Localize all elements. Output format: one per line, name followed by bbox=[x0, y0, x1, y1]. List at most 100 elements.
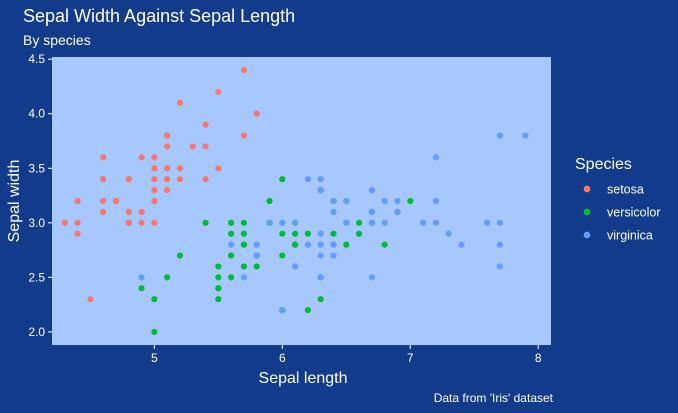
point-virginica bbox=[253, 241, 260, 248]
point-virginica bbox=[368, 274, 375, 281]
y-tick-label: 2.0 bbox=[28, 325, 45, 339]
point-virginica bbox=[330, 252, 337, 259]
point-setosa bbox=[74, 197, 81, 205]
point-setosa bbox=[164, 176, 171, 183]
point-setosa bbox=[100, 197, 107, 205]
point-virginica bbox=[496, 132, 503, 139]
point-setosa bbox=[164, 165, 171, 172]
point-versicolor bbox=[215, 274, 222, 281]
point-virginica bbox=[317, 230, 324, 237]
point-setosa bbox=[151, 165, 158, 172]
point-versicolor bbox=[215, 296, 222, 303]
y-tick-label: 3.0 bbox=[28, 216, 45, 230]
point-setosa bbox=[202, 143, 209, 150]
point-versicolor bbox=[381, 241, 388, 248]
point-setosa bbox=[176, 99, 184, 106]
point-setosa bbox=[164, 132, 171, 139]
point-virginica bbox=[368, 219, 375, 226]
point-virginica bbox=[138, 274, 145, 281]
point-virginica bbox=[432, 219, 439, 226]
point-versicolor bbox=[279, 252, 286, 259]
point-virginica bbox=[317, 241, 324, 248]
legend-key-virginica bbox=[583, 231, 591, 239]
legend-key-versicolor bbox=[583, 208, 591, 216]
legend-key-setosa bbox=[583, 185, 591, 193]
point-setosa bbox=[151, 186, 158, 194]
point-virginica bbox=[317, 186, 324, 194]
point-versicolor bbox=[240, 263, 248, 270]
point-versicolor bbox=[317, 296, 324, 303]
point-setosa bbox=[176, 165, 184, 172]
point-virginica bbox=[330, 197, 337, 205]
point-versicolor bbox=[355, 230, 363, 237]
x-tick-label: 5 bbox=[151, 351, 158, 365]
point-versicolor bbox=[279, 230, 286, 237]
point-versicolor bbox=[240, 219, 248, 226]
point-setosa bbox=[125, 219, 132, 226]
point-versicolor bbox=[292, 241, 299, 248]
point-versicolor bbox=[240, 241, 248, 248]
point-setosa bbox=[253, 110, 260, 117]
y-tick-label: 2.5 bbox=[28, 270, 45, 284]
point-setosa bbox=[215, 165, 222, 172]
chart-title: Sepal Width Against Sepal Length bbox=[23, 6, 295, 26]
point-versicolor bbox=[407, 197, 414, 205]
x-tick-label: 7 bbox=[407, 351, 414, 365]
point-setosa bbox=[87, 296, 94, 303]
legend-label-versicolor: versicolor bbox=[607, 206, 661, 220]
legend-label-setosa: setosa bbox=[607, 183, 644, 197]
point-virginica bbox=[240, 274, 248, 281]
point-versicolor bbox=[215, 285, 222, 292]
point-setosa bbox=[74, 219, 81, 226]
point-setosa bbox=[240, 132, 248, 139]
point-setosa bbox=[100, 208, 107, 216]
point-setosa bbox=[138, 154, 145, 161]
point-virginica bbox=[394, 208, 401, 216]
point-setosa bbox=[138, 208, 145, 216]
point-setosa bbox=[112, 197, 120, 205]
point-virginica bbox=[317, 252, 324, 259]
plot-panel bbox=[52, 57, 551, 345]
point-setosa bbox=[176, 176, 184, 183]
legend-title: Species bbox=[575, 156, 632, 173]
point-setosa bbox=[125, 176, 132, 183]
point-virginica bbox=[496, 219, 503, 226]
point-versicolor bbox=[343, 241, 350, 248]
point-setosa bbox=[151, 154, 158, 161]
y-tick-label: 3.5 bbox=[28, 161, 45, 175]
point-virginica bbox=[343, 219, 350, 226]
point-versicolor bbox=[355, 219, 363, 226]
y-tick-label: 4.0 bbox=[28, 107, 45, 121]
point-virginica bbox=[317, 274, 324, 281]
point-setosa bbox=[125, 208, 132, 216]
point-virginica bbox=[304, 241, 311, 248]
point-setosa bbox=[151, 219, 158, 226]
chart-caption: Data from 'Iris' dataset bbox=[434, 391, 554, 405]
point-virginica bbox=[432, 197, 439, 205]
x-axis: 5 6 7 8 bbox=[151, 345, 542, 365]
point-virginica bbox=[304, 176, 311, 183]
x-tick-label: 6 bbox=[279, 351, 286, 365]
points-layer bbox=[61, 66, 529, 336]
point-setosa bbox=[202, 121, 209, 128]
point-virginica bbox=[330, 208, 337, 216]
point-versicolor bbox=[176, 252, 184, 259]
point-versicolor bbox=[304, 230, 311, 237]
point-setosa bbox=[138, 219, 145, 226]
y-axis: 2.0 2.5 3.0 3.5 4.0 4.5 bbox=[28, 52, 52, 339]
point-virginica bbox=[522, 132, 529, 139]
point-versicolor bbox=[279, 176, 286, 183]
x-tick-label: 8 bbox=[535, 351, 542, 365]
point-virginica bbox=[279, 306, 286, 314]
point-setosa bbox=[202, 176, 209, 183]
point-versicolor bbox=[228, 219, 235, 226]
chart-subtitle: By species bbox=[23, 32, 91, 48]
point-virginica bbox=[381, 197, 388, 205]
point-setosa bbox=[215, 88, 222, 96]
point-versicolor bbox=[228, 252, 235, 259]
y-tick-label: 4.5 bbox=[28, 52, 45, 66]
point-virginica bbox=[458, 241, 465, 248]
point-virginica bbox=[368, 208, 375, 216]
